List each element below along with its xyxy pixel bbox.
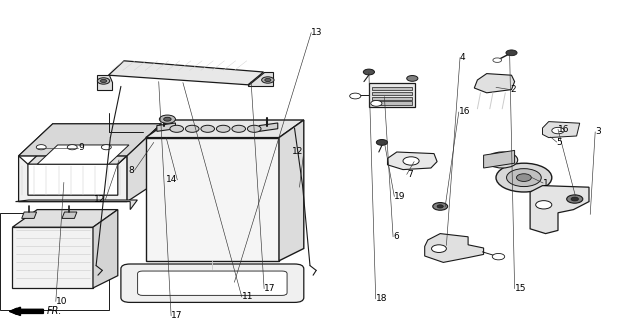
Polygon shape xyxy=(19,156,127,202)
Polygon shape xyxy=(127,124,161,202)
Text: 7: 7 xyxy=(407,170,412,179)
Circle shape xyxy=(432,245,446,252)
Circle shape xyxy=(487,152,518,168)
Polygon shape xyxy=(12,210,118,227)
Circle shape xyxy=(536,201,552,209)
Circle shape xyxy=(363,69,374,75)
Bar xyxy=(372,87,412,90)
Circle shape xyxy=(100,79,107,83)
Polygon shape xyxy=(28,132,152,164)
Circle shape xyxy=(164,117,171,121)
Bar xyxy=(0,213,108,310)
Circle shape xyxy=(185,125,199,132)
Circle shape xyxy=(403,157,419,165)
Circle shape xyxy=(350,93,361,99)
Circle shape xyxy=(495,156,510,164)
Bar xyxy=(372,101,412,105)
Circle shape xyxy=(571,197,578,201)
Text: 16: 16 xyxy=(459,108,471,116)
Polygon shape xyxy=(388,152,437,170)
Circle shape xyxy=(506,50,517,56)
Text: 10: 10 xyxy=(56,297,68,306)
Polygon shape xyxy=(93,210,118,288)
Polygon shape xyxy=(16,200,137,210)
Circle shape xyxy=(376,140,388,145)
Circle shape xyxy=(101,145,111,150)
Text: 4: 4 xyxy=(460,53,466,62)
Polygon shape xyxy=(542,122,580,138)
Text: 6: 6 xyxy=(393,232,399,241)
Text: FR.: FR. xyxy=(46,306,62,316)
Bar xyxy=(369,83,415,107)
Circle shape xyxy=(493,58,502,62)
Text: 19: 19 xyxy=(394,192,406,201)
Circle shape xyxy=(492,253,505,260)
Text: 2: 2 xyxy=(510,85,516,94)
Text: 17: 17 xyxy=(171,311,183,320)
Polygon shape xyxy=(259,123,278,131)
Text: 12: 12 xyxy=(293,147,304,156)
Circle shape xyxy=(216,125,230,132)
Polygon shape xyxy=(12,227,93,288)
Circle shape xyxy=(247,125,261,132)
Circle shape xyxy=(507,169,541,187)
Circle shape xyxy=(407,76,418,81)
Text: 11: 11 xyxy=(242,292,254,301)
Text: 17: 17 xyxy=(264,284,276,293)
Bar xyxy=(372,92,412,95)
Polygon shape xyxy=(62,212,77,218)
Text: 18: 18 xyxy=(376,294,388,303)
Polygon shape xyxy=(530,186,589,234)
Polygon shape xyxy=(484,150,515,168)
Polygon shape xyxy=(248,72,273,86)
Text: 15: 15 xyxy=(515,284,526,293)
Circle shape xyxy=(170,125,184,132)
Circle shape xyxy=(265,78,271,82)
Polygon shape xyxy=(108,61,264,85)
Circle shape xyxy=(437,205,443,208)
FancyArrow shape xyxy=(9,307,43,316)
Polygon shape xyxy=(425,234,484,262)
Text: 3: 3 xyxy=(595,127,601,136)
Circle shape xyxy=(552,127,564,134)
Text: 13: 13 xyxy=(311,28,323,37)
FancyBboxPatch shape xyxy=(121,264,304,302)
Text: 14: 14 xyxy=(166,175,177,184)
Polygon shape xyxy=(37,145,129,164)
Text: 1: 1 xyxy=(543,179,549,188)
Polygon shape xyxy=(19,124,161,156)
Circle shape xyxy=(496,163,552,192)
Polygon shape xyxy=(146,120,304,138)
Circle shape xyxy=(433,203,448,210)
Circle shape xyxy=(36,145,46,150)
Text: 8: 8 xyxy=(129,166,135,175)
Circle shape xyxy=(232,125,246,132)
Circle shape xyxy=(201,125,215,132)
Polygon shape xyxy=(22,212,37,218)
Polygon shape xyxy=(97,75,112,90)
Text: 12: 12 xyxy=(94,195,105,204)
Text: 16: 16 xyxy=(558,125,570,134)
Polygon shape xyxy=(279,120,304,261)
Circle shape xyxy=(516,174,531,181)
Circle shape xyxy=(262,77,274,83)
Circle shape xyxy=(371,100,382,106)
Bar xyxy=(372,97,412,100)
Text: 5: 5 xyxy=(557,138,562,147)
Polygon shape xyxy=(146,138,279,261)
FancyBboxPatch shape xyxy=(138,271,287,295)
Circle shape xyxy=(567,195,583,203)
Circle shape xyxy=(159,115,175,123)
Polygon shape xyxy=(19,124,161,156)
Text: 9: 9 xyxy=(78,143,84,152)
Polygon shape xyxy=(157,123,175,131)
Circle shape xyxy=(97,78,110,84)
Polygon shape xyxy=(474,74,515,93)
Circle shape xyxy=(68,145,77,150)
